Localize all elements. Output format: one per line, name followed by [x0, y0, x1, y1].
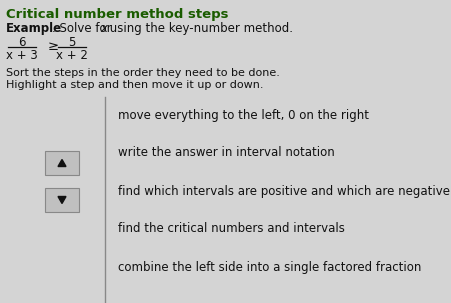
FancyBboxPatch shape — [45, 188, 79, 212]
Text: write the answer in interval notation: write the answer in interval notation — [118, 146, 334, 159]
Polygon shape — [58, 159, 66, 167]
Text: x: x — [100, 22, 107, 35]
Text: Example: Example — [6, 22, 62, 35]
Polygon shape — [58, 197, 66, 204]
Text: move everything to the left, 0 on the right: move everything to the left, 0 on the ri… — [118, 108, 368, 122]
Text: find the critical numbers and intervals: find the critical numbers and intervals — [118, 222, 344, 235]
FancyBboxPatch shape — [45, 151, 79, 175]
Text: x + 2: x + 2 — [56, 49, 88, 62]
Text: x + 3: x + 3 — [6, 49, 38, 62]
Text: ≥: ≥ — [48, 39, 59, 52]
Text: 5: 5 — [68, 36, 75, 49]
Text: using the key-number method.: using the key-number method. — [106, 22, 292, 35]
Text: find which intervals are positive and which are negative: find which intervals are positive and wh… — [118, 185, 449, 198]
Text: combine the left side into a single factored fraction: combine the left side into a single fact… — [118, 261, 420, 274]
Text: Sort the steps in the order they need to be done.: Sort the steps in the order they need to… — [6, 68, 279, 78]
Text: Highlight a step and then move it up or down.: Highlight a step and then move it up or … — [6, 80, 263, 90]
Text: Critical number method steps: Critical number method steps — [6, 8, 228, 21]
Text: . Solve for: . Solve for — [52, 22, 115, 35]
Text: 6: 6 — [18, 36, 26, 49]
